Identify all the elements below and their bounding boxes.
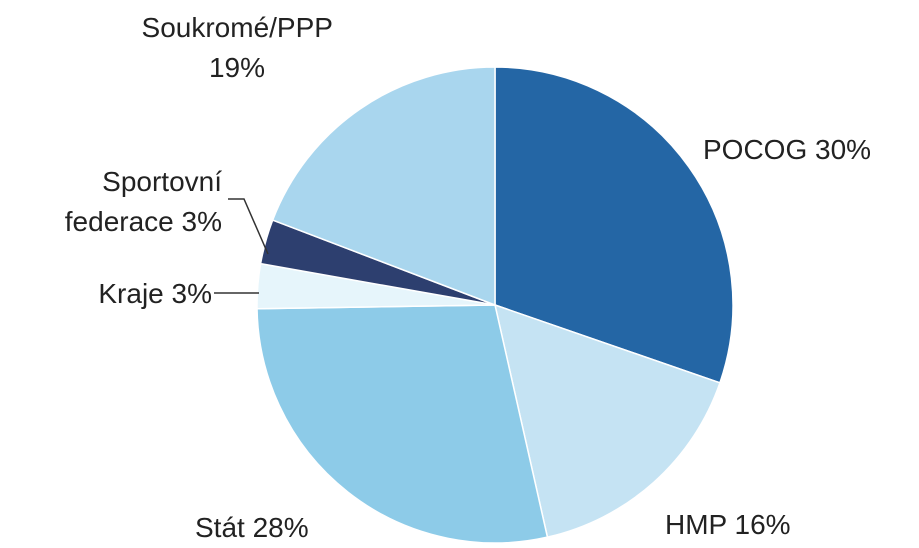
slice [271, 66, 496, 307]
value-label: 28% [252, 512, 309, 543]
pie [256, 66, 734, 544]
slice-label: HMP 16% [665, 505, 791, 545]
category: HMP [665, 509, 727, 540]
slice-label: Sportovní federace 3% [12, 162, 222, 242]
category: Kraje [98, 278, 164, 309]
slice [493, 303, 721, 539]
slice [256, 304, 549, 544]
slice-label: Stát 28% [195, 508, 309, 548]
value-label: 3% [171, 278, 212, 309]
slice [494, 66, 734, 384]
slice-label: POCOG 30% [703, 130, 871, 170]
slice-label: Soukromé/PPP 19% [127, 8, 347, 88]
category: Soukromé/PPP [141, 12, 333, 43]
slice-label: Kraje 3% [12, 274, 212, 314]
value-label: 3% [181, 206, 222, 237]
value-label: 16% [734, 509, 791, 540]
category: Stát [195, 512, 245, 543]
category: Sportovní federace [64, 166, 222, 237]
category: POCOG [703, 134, 808, 165]
value-label: 30% [815, 134, 872, 165]
value-label: 19% [208, 52, 266, 83]
leader-line [228, 198, 269, 255]
